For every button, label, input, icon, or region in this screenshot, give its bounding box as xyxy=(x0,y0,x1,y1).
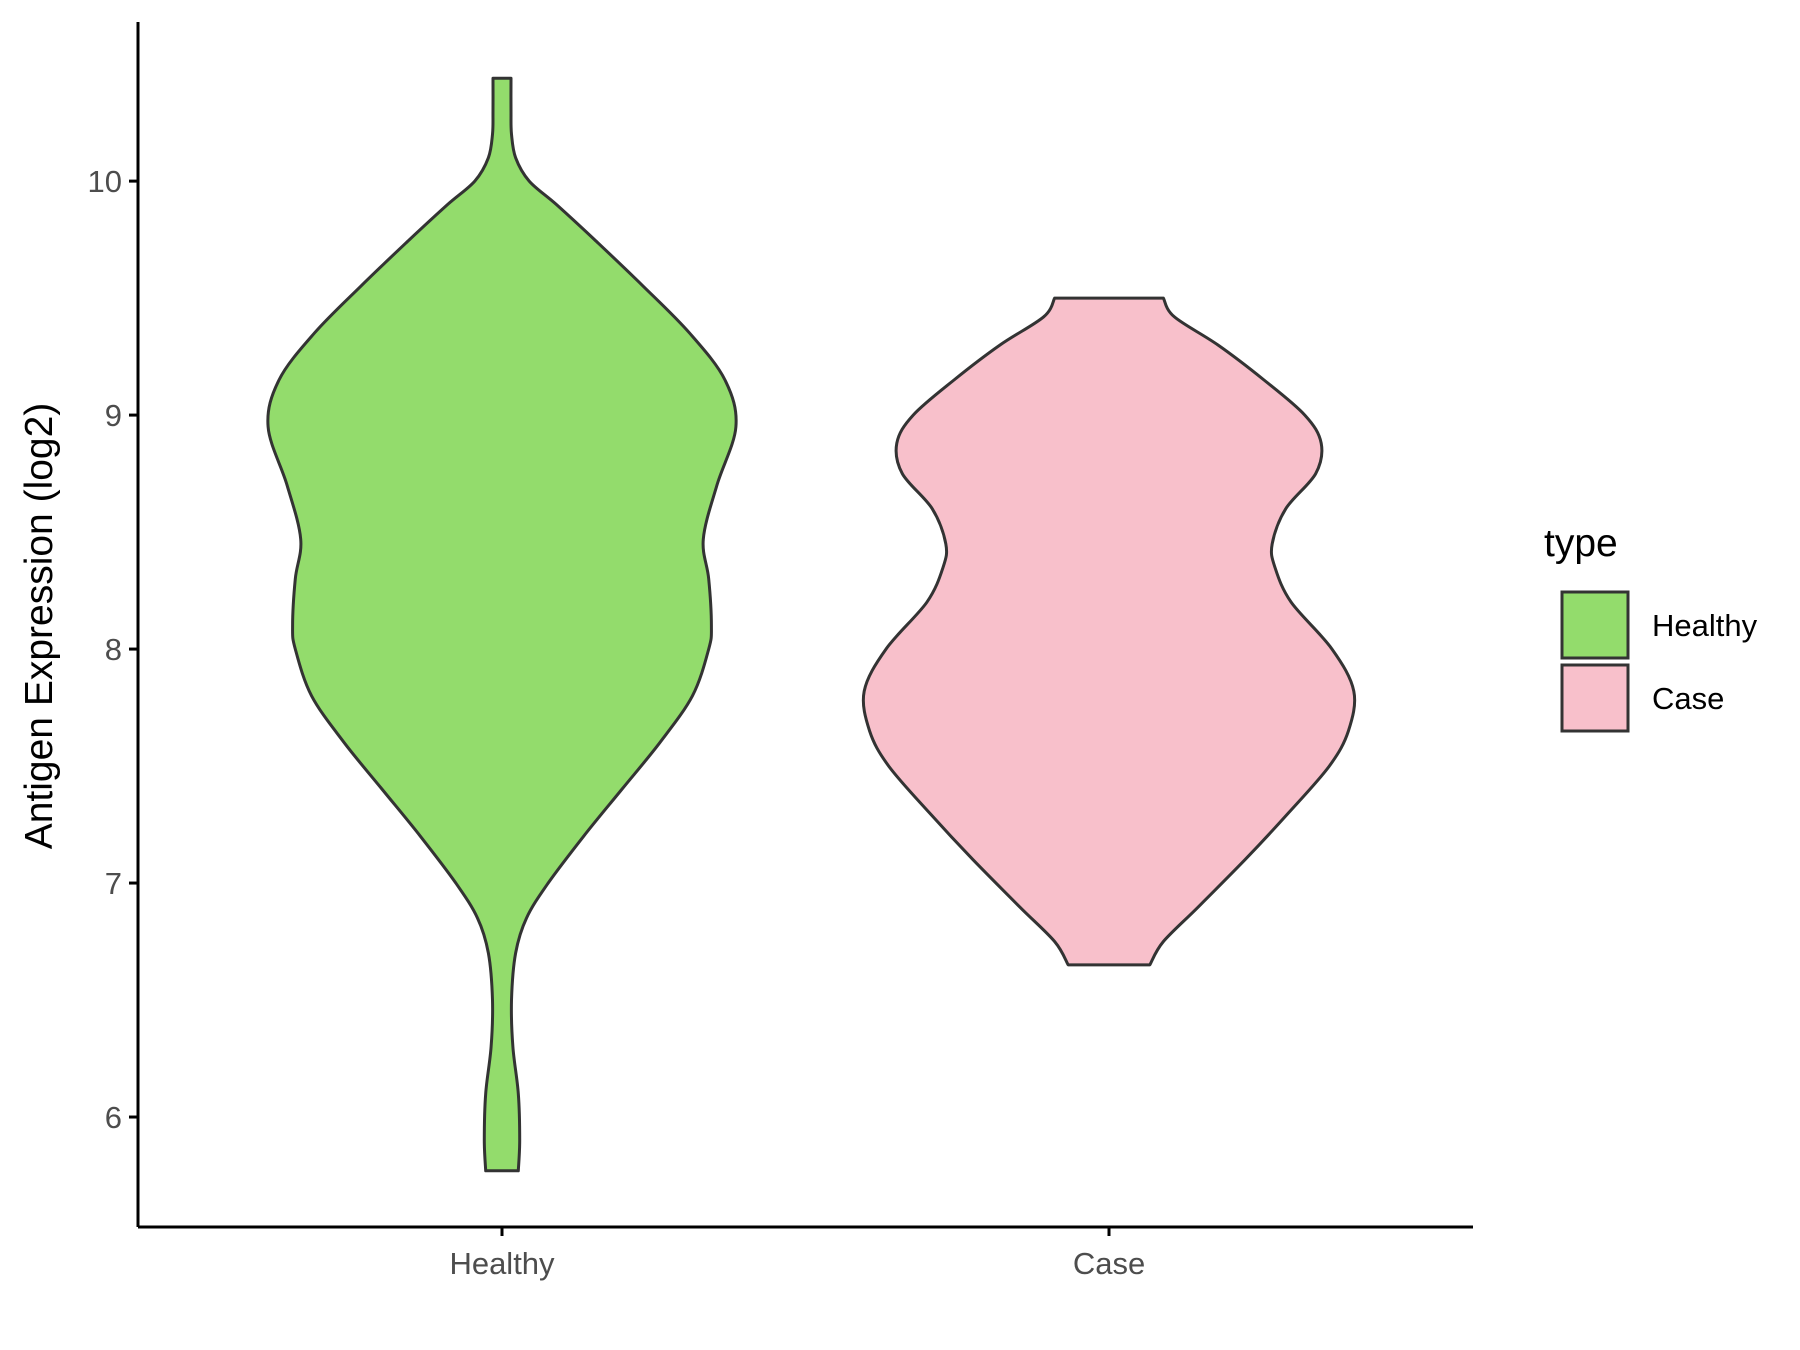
x-tick-label-case: Case xyxy=(1073,1246,1145,1281)
violin-layer xyxy=(266,76,1357,1173)
legend-label-healthy: Healthy xyxy=(1652,608,1758,643)
legend-title: type xyxy=(1544,522,1618,565)
x-tick-label-healthy: Healthy xyxy=(449,1246,555,1281)
legend-label-case: Case xyxy=(1652,681,1724,716)
violin-healthy xyxy=(266,76,738,1173)
legend: type Healthy Case xyxy=(1544,522,1758,733)
y-tick-label-6: 6 xyxy=(105,1100,122,1135)
y-tick-label-9: 9 xyxy=(105,398,122,433)
legend-key-healthy xyxy=(1560,590,1630,660)
y-axis-ticks: 6 7 8 9 10 xyxy=(88,164,138,1135)
y-tick-label-10: 10 xyxy=(88,164,122,199)
legend-key-case xyxy=(1560,663,1630,733)
y-tick-label-7: 7 xyxy=(105,866,122,901)
violin-case xyxy=(861,296,1357,967)
x-axis-ticks: Healthy Case xyxy=(449,1227,1145,1281)
y-axis-title: Antigen Expression (log2) xyxy=(18,403,61,850)
axes: 6 7 8 9 10 Healthy Case xyxy=(88,22,1473,1281)
legend-entries: Healthy Case xyxy=(1560,590,1758,733)
y-tick-label-8: 8 xyxy=(105,632,122,667)
